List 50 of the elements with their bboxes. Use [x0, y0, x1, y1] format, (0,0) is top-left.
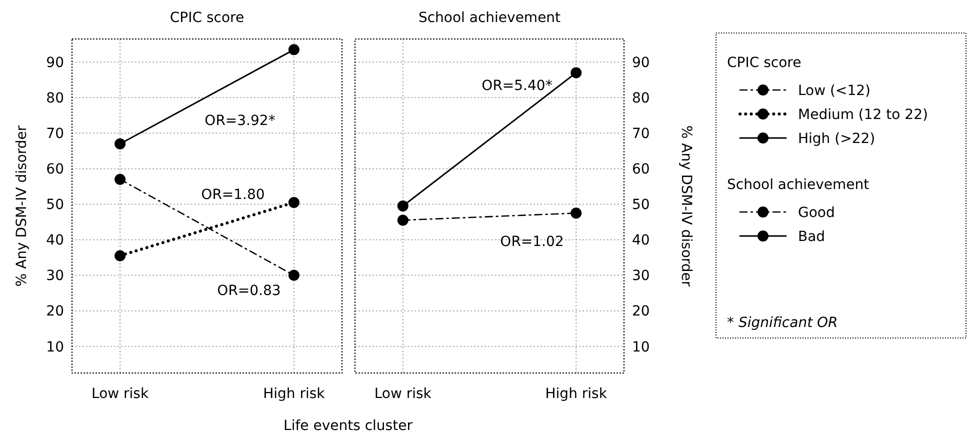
point: [288, 196, 300, 208]
y-tick-label: 60: [46, 162, 64, 178]
x-axis-title: Life events cluster: [284, 418, 413, 434]
point: [570, 208, 582, 219]
y-tick-label: 50: [46, 197, 64, 214]
y-tick-label: 90: [632, 54, 650, 71]
y-tick-label: 20: [632, 304, 650, 320]
y-tick-label: 70: [632, 126, 650, 142]
y-tick-label: 70: [46, 126, 64, 142]
y-tick-label: 80: [46, 90, 64, 107]
annotation: OR=0.83: [217, 282, 281, 299]
y-tick-label: 60: [632, 162, 650, 178]
legend-title: School achievement: [727, 176, 870, 193]
chart-title: School achievement: [418, 10, 562, 26]
legend-label: Low (<12): [798, 82, 870, 99]
y-tick-label: 10: [46, 339, 64, 356]
y-tick-label: 20: [46, 304, 64, 320]
x-tick-label: Low risk: [374, 386, 432, 402]
y-tick-label: 40: [46, 232, 64, 249]
annotation: OR=1.80: [201, 186, 265, 203]
y-axis-title: % Any DSM-IV disorder: [678, 125, 694, 287]
y-axis-title: % Any DSM-IV disorder: [14, 125, 30, 287]
point: [114, 138, 126, 150]
point: [114, 250, 126, 262]
y-tick-label: 40: [632, 232, 650, 249]
point: [397, 200, 408, 212]
legend-label: Bad: [798, 228, 826, 245]
point: [288, 270, 300, 281]
y-tick-label: 30: [46, 268, 64, 284]
annotation: OR=1.02: [500, 234, 564, 250]
point: [288, 44, 300, 56]
x-tick-label: High risk: [545, 386, 608, 402]
y-tick-label: 30: [632, 268, 650, 284]
y-tick-label: 10: [632, 339, 650, 356]
y-tick-label: 90: [46, 54, 64, 71]
y-tick-label: 80: [632, 90, 650, 107]
point: [114, 174, 126, 185]
legend-label: Medium (12 to 22): [798, 106, 928, 123]
point: [570, 67, 582, 78]
chart-title: CPIC score: [170, 10, 244, 26]
text: * Significant OR: [727, 314, 838, 331]
annotation: OR=5.40*: [482, 78, 552, 94]
legend-title: CPIC score: [727, 54, 802, 71]
annotation: OR=3.92*: [204, 112, 276, 129]
x-tick-label: Low risk: [92, 386, 150, 402]
legend-label: Good: [798, 204, 835, 221]
x-tick-label: High risk: [263, 386, 326, 402]
point: [397, 214, 408, 226]
y-tick-label: 50: [632, 197, 650, 214]
legend-label: High (>22): [798, 130, 876, 147]
